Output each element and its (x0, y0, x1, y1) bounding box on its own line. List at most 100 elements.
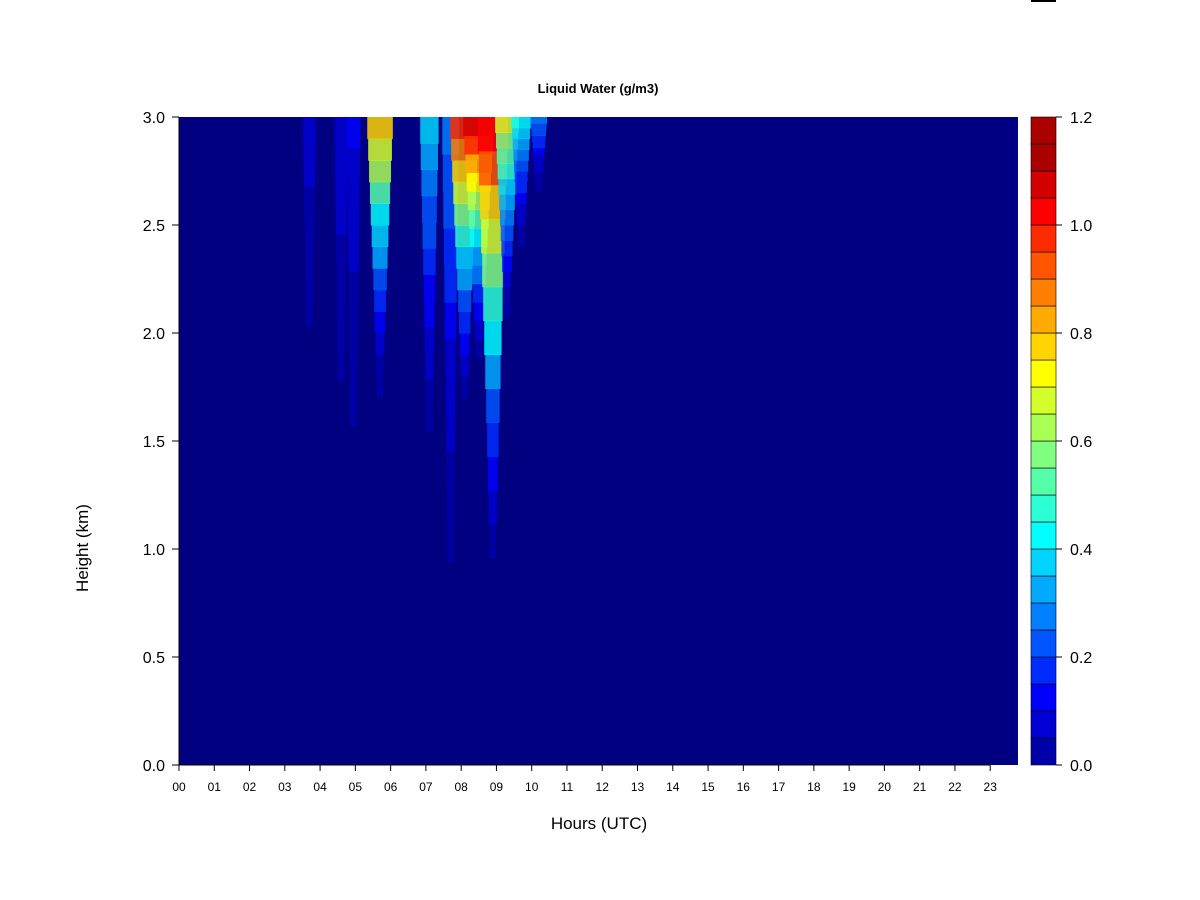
colorbar-cell (1030, 683, 1057, 712)
cloud-cell (347, 147, 361, 180)
cloud-plume (302, 117, 316, 442)
cloud-cell (346, 117, 361, 149)
cloud-cell (372, 246, 388, 269)
cloud-cell (420, 117, 439, 144)
cloud-cell (336, 263, 346, 294)
cloud-plume (334, 117, 348, 528)
x-tick-label: 00 (172, 780, 186, 794)
colorbar-cell (1030, 629, 1057, 658)
x-tick-label: 21 (913, 780, 927, 794)
cloud-cell (515, 192, 527, 204)
cloud-cell (502, 255, 512, 272)
cloud-cell (517, 225, 525, 237)
corner-mark (1031, 0, 1056, 2)
x-tick-label: 12 (596, 780, 610, 794)
cloud-cell (515, 181, 528, 194)
cloud-cell (498, 178, 516, 195)
cloud-cell (490, 558, 496, 593)
cloud-cell (504, 302, 510, 319)
x-tick-label: 23 (984, 780, 998, 794)
cloud-cell (305, 255, 314, 280)
cloud-cell (304, 232, 315, 257)
cloud-cell (447, 561, 454, 599)
cloud-cell (347, 178, 360, 211)
cloud-cell (337, 322, 346, 353)
cloud-cell (504, 317, 510, 334)
cloud-cell (531, 129, 546, 137)
cloud-cell (335, 204, 347, 235)
cloud-cell (448, 598, 453, 636)
x-tick-label: 17 (772, 780, 786, 794)
cloud-cell (462, 397, 468, 420)
cloud-cell (305, 302, 314, 326)
x-tick-label: 02 (243, 780, 257, 794)
cloud-cell (499, 194, 515, 211)
cloud-cell (371, 225, 389, 248)
cloud-cell (535, 184, 542, 192)
cloud-cell (444, 265, 457, 303)
x-tick-label: 07 (419, 780, 433, 794)
cloud-cell (474, 320, 483, 340)
y-axis: 0.0 0.5 1.0 1.5 2.0 2.5 3.0 (143, 110, 180, 775)
cloud-cell (457, 268, 473, 291)
x-tick-label: 08 (454, 780, 468, 794)
cloud-cell (349, 363, 358, 396)
cloud-cell (335, 175, 348, 206)
cloud-cell (459, 333, 470, 356)
x-tick-label: 22 (948, 780, 962, 794)
y-tick-label: 2.5 (143, 218, 165, 235)
x-tick-label: 19 (842, 780, 856, 794)
cloud-cell (455, 225, 475, 248)
cloud-cell (306, 348, 313, 373)
cloud-cell (460, 354, 469, 377)
x-tick-label: 05 (349, 780, 363, 794)
cloud-cell (367, 117, 393, 140)
cloud-cell (350, 456, 357, 488)
cloud-cell (532, 135, 546, 143)
cloud-cell (518, 246, 524, 258)
x-tick-label: 13 (631, 780, 645, 794)
cloud-cell (306, 371, 313, 396)
cloud-cell (484, 320, 502, 356)
cloud-cell (536, 197, 542, 204)
x-tick-label: 10 (525, 780, 539, 794)
cloud-cell (337, 380, 345, 411)
colorbar-cell (1030, 251, 1057, 280)
cloud-plume (511, 117, 531, 269)
cloud-cell (512, 127, 531, 140)
cloud-cell (530, 117, 548, 124)
colorbar-tick-label: 1.0 (1070, 218, 1092, 235)
cloud-cell (376, 376, 384, 399)
y-axis-label: Height (km) (73, 504, 92, 592)
colorbar-cell (1030, 575, 1057, 604)
cloud-cell (489, 524, 497, 559)
plot-background (179, 117, 1018, 765)
cloud-cell (513, 149, 529, 161)
colorbar-cell (1030, 521, 1057, 550)
cloud-cell (497, 163, 517, 180)
cloud-cell (425, 379, 434, 407)
cloud-cell (424, 326, 435, 354)
x-tick-label: 18 (807, 780, 821, 794)
cloud-cell (350, 425, 357, 457)
cloud-cell (483, 286, 503, 322)
cloud-cell (445, 339, 456, 377)
cloud-cell (305, 279, 314, 303)
cloud-cell (472, 283, 485, 303)
cloud-cell (370, 203, 390, 226)
colorbar-tick-label: 0.6 (1070, 434, 1092, 451)
cloud-cell (349, 302, 359, 334)
colorbar-cell (1030, 305, 1057, 334)
cloud-cell (486, 388, 500, 423)
y-tick-label: 1.0 (143, 542, 165, 559)
cloud-cell (306, 325, 313, 349)
cloud-cell (336, 292, 346, 323)
cloud-cell (444, 302, 457, 340)
cloud-plume (420, 117, 439, 485)
x-tick-label: 09 (490, 780, 504, 794)
x-tick-label: 14 (666, 780, 680, 794)
colorbar-cell (1030, 413, 1057, 442)
cloud-cell (351, 487, 357, 519)
cloud-cell (369, 181, 391, 204)
cloud-cell (425, 353, 434, 380)
